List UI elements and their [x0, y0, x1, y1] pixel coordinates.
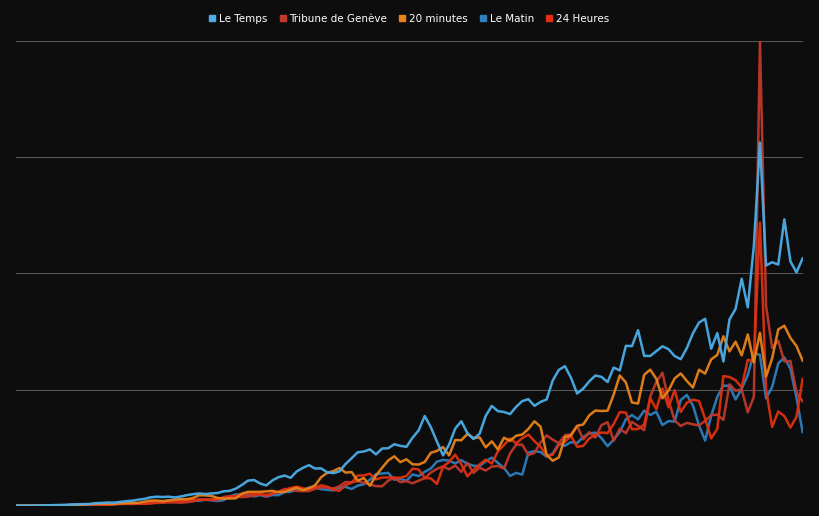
Le Temps — [590, 373, 600, 379]
24 Heures — [530, 438, 540, 444]
Le Temps — [224, 488, 234, 494]
Le Matin — [346, 486, 356, 492]
Le Matin — [627, 412, 637, 418]
20 minutes — [530, 418, 540, 424]
20 minutes — [224, 495, 234, 502]
Tribune de Genève — [590, 434, 600, 441]
Tribune de Genève — [11, 503, 21, 509]
24 Heures — [346, 480, 356, 486]
24 Heures — [224, 494, 234, 501]
Le Temps — [11, 503, 21, 509]
Le Matin — [420, 469, 430, 475]
24 Heures — [755, 219, 765, 225]
24 Heures — [11, 503, 21, 509]
20 minutes — [420, 459, 430, 465]
Line: 20 minutes: 20 minutes — [16, 326, 803, 506]
Tribune de Genève — [420, 475, 430, 481]
Tribune de Genève — [346, 479, 356, 486]
Le Matin — [749, 350, 758, 356]
Le Temps — [530, 403, 540, 409]
24 Heures — [590, 432, 600, 438]
Line: Le Temps: Le Temps — [16, 142, 803, 506]
Le Matin — [224, 493, 234, 499]
Le Matin — [590, 429, 600, 436]
20 minutes — [590, 408, 600, 414]
20 minutes — [627, 399, 637, 406]
Tribune de Genève — [627, 419, 637, 425]
Le Temps — [420, 413, 430, 419]
Le Matin — [530, 448, 540, 454]
Le Temps — [627, 343, 637, 349]
Line: Tribune de Genève: Tribune de Genève — [16, 41, 803, 506]
24 Heures — [798, 376, 808, 382]
24 Heures — [627, 426, 637, 432]
20 minutes — [780, 322, 790, 329]
20 minutes — [798, 358, 808, 364]
Le Temps — [346, 455, 356, 461]
Tribune de Genève — [224, 493, 234, 499]
Tribune de Genève — [755, 38, 765, 44]
Line: Le Matin: Le Matin — [16, 353, 803, 506]
20 minutes — [346, 469, 356, 475]
24 Heures — [420, 475, 430, 481]
Le Matin — [798, 429, 808, 435]
Le Temps — [798, 255, 808, 262]
Legend: Le Temps, Tribune de Genève, 20 minutes, Le Matin, 24 Heures: Le Temps, Tribune de Genève, 20 minutes,… — [206, 9, 613, 28]
Le Temps — [755, 139, 765, 146]
Line: 24 Heures: 24 Heures — [16, 222, 803, 506]
Le Matin — [11, 503, 21, 509]
Tribune de Genève — [530, 450, 540, 456]
Tribune de Genève — [798, 398, 808, 405]
20 minutes — [11, 503, 21, 509]
